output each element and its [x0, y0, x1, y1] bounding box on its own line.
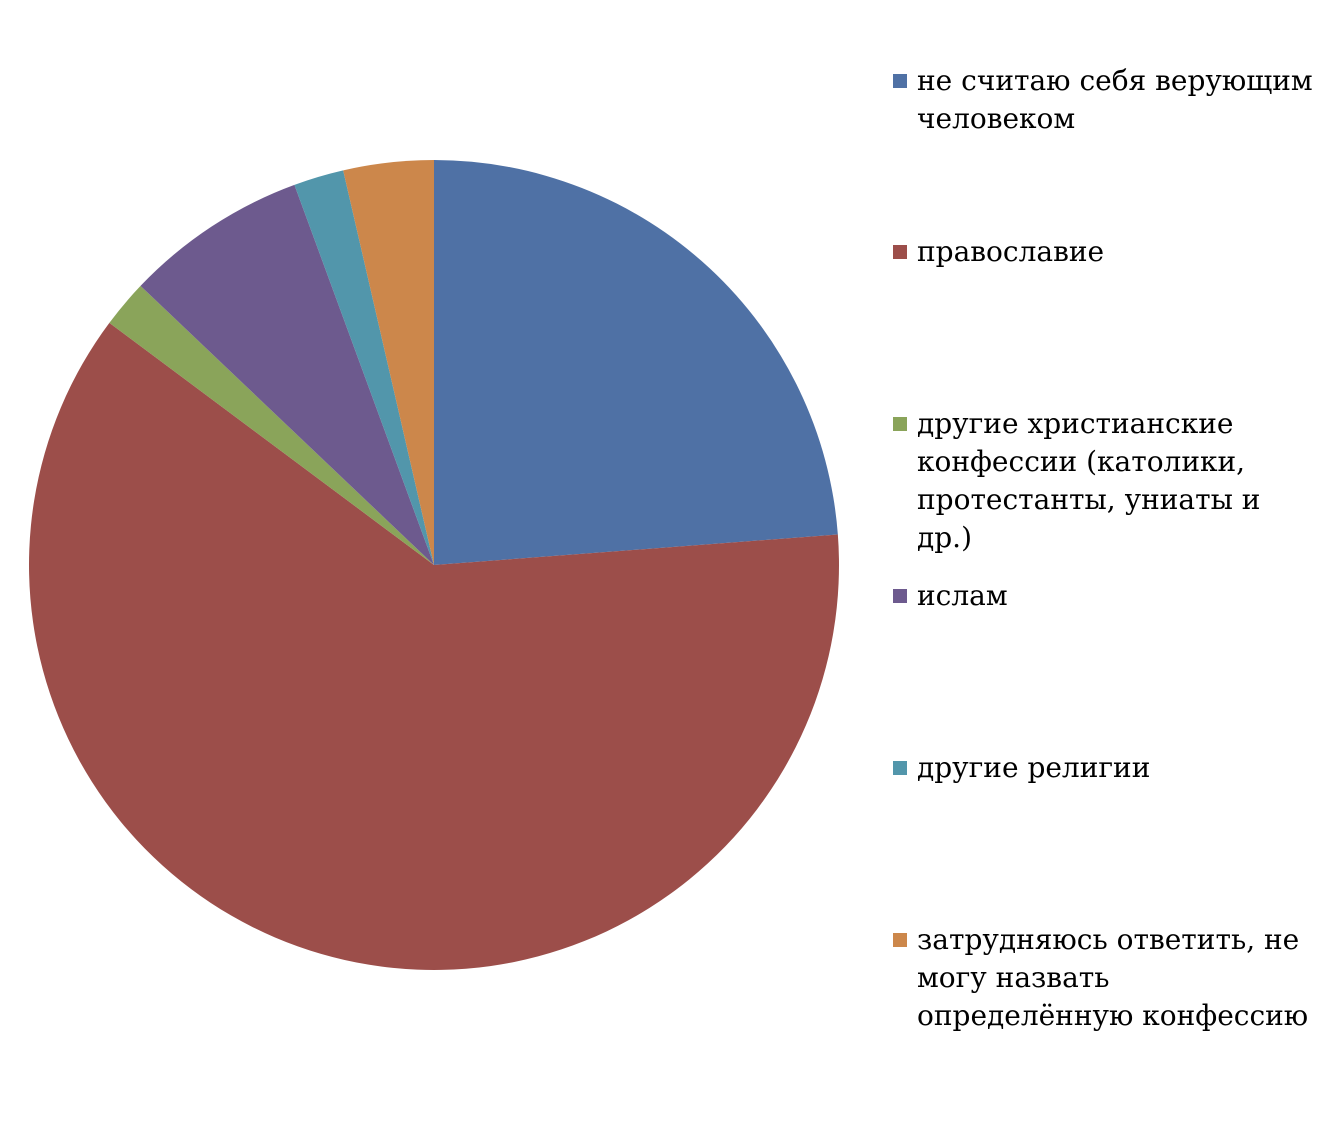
pie-slice [434, 160, 838, 565]
legend-label: затрудняюсь ответить, не могу назвать оп… [917, 923, 1309, 1032]
legend-item: затрудняюсь ответить, не могу назвать оп… [893, 921, 1323, 1035]
legend-swatch [893, 245, 907, 259]
legend-label: другие религии [917, 751, 1151, 784]
legend-item: не считаю себя верующим человеком [893, 62, 1323, 138]
legend-swatch [893, 417, 907, 431]
legend-label: православие [917, 235, 1105, 268]
pie-area [28, 160, 840, 970]
pie-slice [294, 170, 434, 565]
legend-label: другие христианские конфессии (католики,… [917, 407, 1261, 554]
legend-label: не считаю себя верующим человеком [917, 64, 1313, 135]
legend-item: православие [893, 233, 1323, 271]
pie-slice [109, 285, 435, 565]
legend-swatch [893, 589, 907, 603]
pie-slice [343, 160, 434, 565]
legend-label: ислам [917, 579, 1008, 612]
legend-swatch [893, 761, 907, 775]
pie-slice [28, 322, 840, 970]
legend-swatch [893, 933, 907, 947]
legend-item: ислам [893, 577, 1323, 615]
legend-swatch [893, 74, 907, 88]
legend-item: другие христианские конфессии (католики,… [893, 405, 1323, 557]
legend-item: другие религии [893, 749, 1323, 787]
pie-slice [140, 184, 434, 565]
